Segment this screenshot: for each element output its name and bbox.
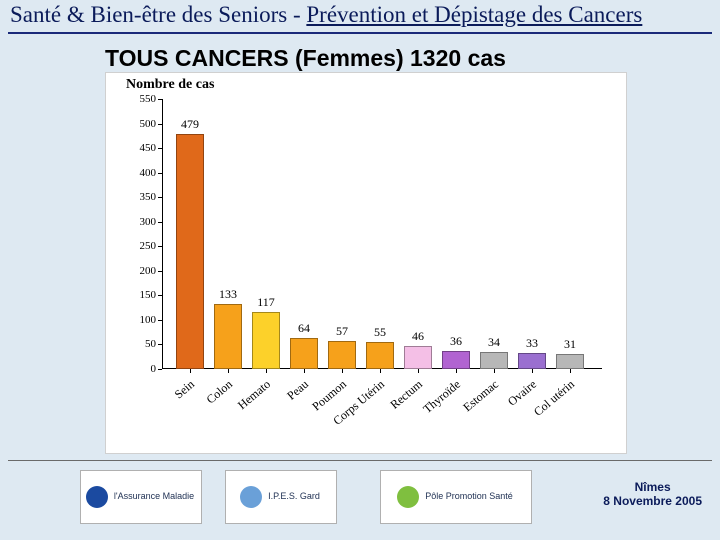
logo-text: I.P.E.S. Gard: [266, 490, 322, 504]
y-tick: [158, 197, 162, 198]
y-tick: [158, 173, 162, 174]
x-category-label: Col utérin: [531, 377, 578, 420]
title-linked: Prévention et Dépistage des Cancers: [306, 2, 642, 27]
logo-ipes-gard: I.P.E.S. Gard: [225, 470, 337, 524]
logo-swatch: [397, 486, 419, 508]
x-tick: [570, 369, 571, 373]
y-tick-label: 450: [120, 142, 156, 154]
y-tick: [158, 124, 162, 125]
y-axis: [162, 99, 163, 369]
x-category-label: Estomac: [460, 377, 501, 415]
x-category-label: Rectum: [387, 377, 425, 412]
x-category-label: Colon: [204, 377, 236, 407]
y-tick: [158, 222, 162, 223]
bar-value-label: 31: [564, 337, 576, 352]
logo-pole-promotion-sante: Pôle Promotion Santé: [380, 470, 532, 524]
logo-assurance-maladie: l'Assurance Maladie: [80, 470, 202, 524]
bar: [404, 346, 432, 369]
y-tick-label: 500: [120, 118, 156, 130]
y-tick-label: 350: [120, 191, 156, 203]
bar: [176, 134, 204, 369]
y-tick-label: 150: [120, 289, 156, 301]
y-tick: [158, 99, 162, 100]
y-tick-label: 400: [120, 167, 156, 179]
x-tick: [190, 369, 191, 373]
chart-container: Nombre de cas 05010015020025030035040045…: [105, 72, 627, 454]
x-category-label: Peau: [284, 377, 312, 403]
footer-location: Nîmes: [603, 480, 702, 494]
bar: [214, 304, 242, 369]
x-tick: [418, 369, 419, 373]
y-tick-label: 50: [120, 338, 156, 350]
x-tick: [228, 369, 229, 373]
y-tick: [158, 320, 162, 321]
bar: [328, 341, 356, 369]
footer-date-text: 8 Novembre 2005: [603, 494, 702, 508]
bar-value-label: 55: [374, 325, 386, 340]
x-tick: [380, 369, 381, 373]
bar: [366, 342, 394, 369]
x-tick: [456, 369, 457, 373]
footer-rule: [8, 460, 712, 461]
bar: [252, 312, 280, 369]
bar-value-label: 57: [336, 324, 348, 339]
bar: [442, 351, 470, 369]
x-tick: [266, 369, 267, 373]
y-tick-label: 250: [120, 240, 156, 252]
x-category-label: Sein: [172, 377, 198, 402]
y-tick: [158, 246, 162, 247]
title-plain: Santé & Bien-être des Seniors -: [10, 2, 306, 27]
y-tick-label: 0: [120, 363, 156, 375]
y-tick: [158, 369, 162, 370]
y-tick-label: 550: [120, 93, 156, 105]
header-rule: [8, 32, 712, 34]
logo-text: l'Assurance Maladie: [112, 490, 196, 504]
x-tick: [304, 369, 305, 373]
x-tick: [494, 369, 495, 373]
footer-date: Nîmes 8 Novembre 2005: [603, 480, 702, 508]
footer: l'Assurance Maladie I.P.E.S. Gard Pôle P…: [0, 468, 720, 532]
y-axis-title: Nombre de cas: [126, 77, 214, 93]
x-tick: [532, 369, 533, 373]
y-tick: [158, 295, 162, 296]
bar-value-label: 133: [219, 287, 237, 302]
bar: [480, 352, 508, 369]
bar-value-label: 479: [181, 117, 199, 132]
page-title: Santé & Bien-être des Seniors - Préventi…: [10, 2, 710, 28]
bar-value-label: 64: [298, 321, 310, 336]
y-tick-label: 300: [120, 216, 156, 228]
x-category-label: Thyroïde: [420, 377, 463, 417]
bar-value-label: 36: [450, 334, 462, 349]
bar-value-label: 33: [526, 336, 538, 351]
chart-plot: 050100150200250300350400450500550479Sein…: [162, 99, 602, 369]
y-tick: [158, 148, 162, 149]
bar: [290, 338, 318, 369]
logo-swatch: [86, 486, 108, 508]
y-tick: [158, 271, 162, 272]
y-tick: [158, 344, 162, 345]
logo-swatch: [240, 486, 262, 508]
logo-text: Pôle Promotion Santé: [423, 490, 515, 504]
x-category-label: Hemato: [235, 377, 274, 413]
bar: [556, 354, 584, 369]
x-tick: [342, 369, 343, 373]
chart-title: TOUS CANCERS (Femmes) 1320 cas: [105, 45, 506, 72]
y-tick-label: 100: [120, 314, 156, 326]
bar-value-label: 34: [488, 335, 500, 350]
bar-value-label: 46: [412, 329, 424, 344]
bar-value-label: 117: [257, 295, 275, 310]
bar: [518, 353, 546, 369]
y-tick-label: 200: [120, 265, 156, 277]
